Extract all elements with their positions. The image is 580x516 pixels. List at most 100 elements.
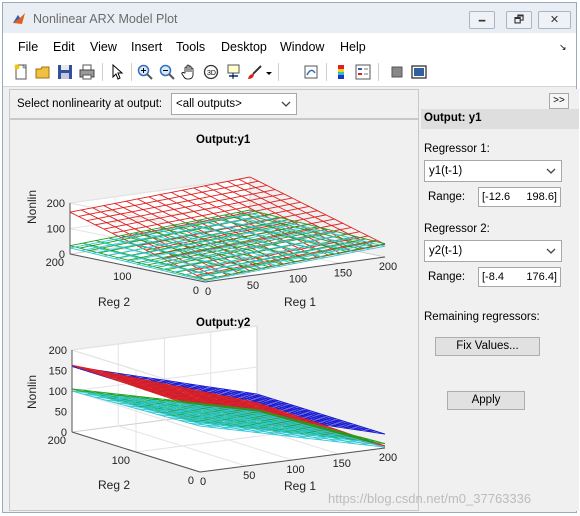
svg-text:3D: 3D (207, 70, 216, 77)
surface-green-line (237, 212, 373, 247)
plot-area: Output:y1 Output:y2 0 50 100 150 200 0 100 200 2… (9, 119, 419, 511)
zoom-in-icon[interactable] (137, 64, 153, 80)
surface-red-line (171, 191, 307, 261)
menu-file[interactable]: File (18, 40, 39, 54)
side-header: Output: y1 (421, 109, 579, 129)
regressor-2-select[interactable]: y2(t-1) (424, 240, 562, 262)
regressor-1-label: Regressor 1: (424, 143, 490, 155)
z-axis-label: Nonlin (25, 375, 39, 409)
y-tick-label: 0 (188, 475, 194, 487)
hide-plot-tools-icon[interactable] (389, 64, 405, 80)
plot-title-y2: Output:y2 (196, 317, 251, 329)
regressor-2-label: Regressor 2: (424, 223, 490, 235)
selector-label: Select nonlinearity at output: (17, 98, 163, 110)
surface-green-line (79, 211, 260, 249)
minimize-button[interactable]: 🗕 (469, 11, 495, 29)
open-file-icon[interactable] (35, 64, 51, 80)
new-figure-icon[interactable] (13, 64, 29, 80)
matlab-logo-icon (13, 13, 25, 24)
x-tick-label: 50 (247, 280, 259, 292)
close-button[interactable]: ✕ (538, 11, 571, 29)
surface-red-line (127, 383, 314, 423)
menu-view[interactable]: View (90, 40, 117, 54)
surface-green-line (79, 390, 266, 413)
y-tick-label: 100 (113, 271, 131, 283)
plot-2-group (71, 325, 386, 473)
x-tick-label: 0 (205, 286, 211, 298)
surface-cyan-line (256, 411, 386, 448)
pan-icon[interactable] (181, 64, 197, 80)
surface-red-line (193, 187, 329, 256)
surface-green-line (71, 388, 258, 411)
surface-green-line (118, 221, 299, 259)
surface-cyan-line (241, 409, 370, 446)
maximize-button[interactable]: 🗗 (506, 11, 532, 29)
surface-red-line (249, 176, 386, 245)
link-plot-icon[interactable] (303, 64, 319, 80)
surface-red-line (204, 185, 341, 254)
surface-red-line (103, 375, 290, 414)
expand-button[interactable]: >> (549, 93, 569, 109)
x-tick-label: 200 (379, 452, 397, 464)
print-icon[interactable] (79, 64, 95, 80)
z-tick-label: 50 (55, 407, 67, 419)
surface-red-line (95, 189, 276, 226)
menu-desktop[interactable]: Desktop (221, 40, 267, 54)
y-tick-label: 100 (112, 455, 130, 467)
surface-green-line (172, 224, 308, 260)
pointer-icon[interactable] (109, 64, 125, 80)
menu-window[interactable]: Window (280, 40, 325, 54)
menu-dock-arrow-icon[interactable]: ↘ (559, 42, 567, 52)
regressor-1-group: Regressor 1: y1(t-1) Range: [-12.6 198.6… (421, 141, 579, 209)
menu-insert[interactable]: Insert (131, 40, 163, 54)
apply-button[interactable]: Apply (447, 391, 525, 410)
side-header-label: Output: y1 (424, 112, 482, 124)
colorbar-icon[interactable] (333, 64, 349, 80)
output-select-value: <all outputs> (176, 98, 242, 110)
watermark: https://blog.csdn.net/m0_37763336 (328, 491, 532, 506)
data-cursor-icon[interactable] (225, 64, 241, 80)
surface-red-line (78, 180, 259, 217)
toolbar-separator (131, 63, 132, 81)
chevron-down-icon (281, 101, 291, 107)
menu-edit[interactable]: Edit (53, 40, 75, 54)
y-axis (69, 253, 206, 283)
surface-red-line (95, 372, 282, 412)
surface-green-line (159, 227, 296, 263)
output-select[interactable]: <all outputs> (171, 93, 297, 115)
chevron-down-icon (546, 248, 556, 254)
menu-tools[interactable]: Tools (176, 40, 206, 54)
range-1-label: Range: (428, 191, 466, 203)
menu-help[interactable]: Help (340, 40, 366, 54)
show-plot-tools-icon[interactable] (411, 64, 427, 80)
z-tick-label: 0 (59, 249, 65, 261)
chevron-down-icon (546, 168, 556, 174)
zoom-out-icon[interactable] (159, 64, 175, 80)
window-title: Nonlinear ARX Model Plot (33, 12, 178, 26)
fix-values-button[interactable]: Fix Values... (435, 337, 540, 356)
surface-red-line (103, 193, 284, 230)
save-icon[interactable] (57, 64, 73, 80)
surface-red-line (182, 189, 318, 258)
z-tick-label: 200 (47, 198, 65, 210)
surface-red-line (69, 176, 251, 213)
x-tick-label: 150 (333, 458, 351, 470)
surface-cyan-line (234, 215, 371, 250)
brush-dropdown-icon[interactable] (265, 64, 273, 80)
plot-1-group (69, 176, 386, 283)
range-1-input[interactable]: [-12.6 198.6] (478, 187, 561, 207)
surface-blue-line (256, 393, 386, 435)
surface-red-line (79, 367, 266, 406)
legend-icon[interactable] (355, 64, 371, 80)
rotate-3d-icon[interactable]: 3D (203, 64, 219, 80)
z-tick-label: 200 (49, 345, 67, 357)
brush-icon[interactable] (247, 64, 263, 80)
surface-red-line (112, 197, 293, 234)
title-bar[interactable]: Nonlinear ARX Model Plot 🗕 🗗 ✕ (3, 3, 576, 33)
regressor-1-select[interactable]: y1(t-1) (424, 160, 562, 182)
surface-cyan-line (249, 212, 386, 247)
range-2-input[interactable]: [-8.4 176.4] (478, 267, 561, 287)
x-axis (199, 447, 386, 473)
